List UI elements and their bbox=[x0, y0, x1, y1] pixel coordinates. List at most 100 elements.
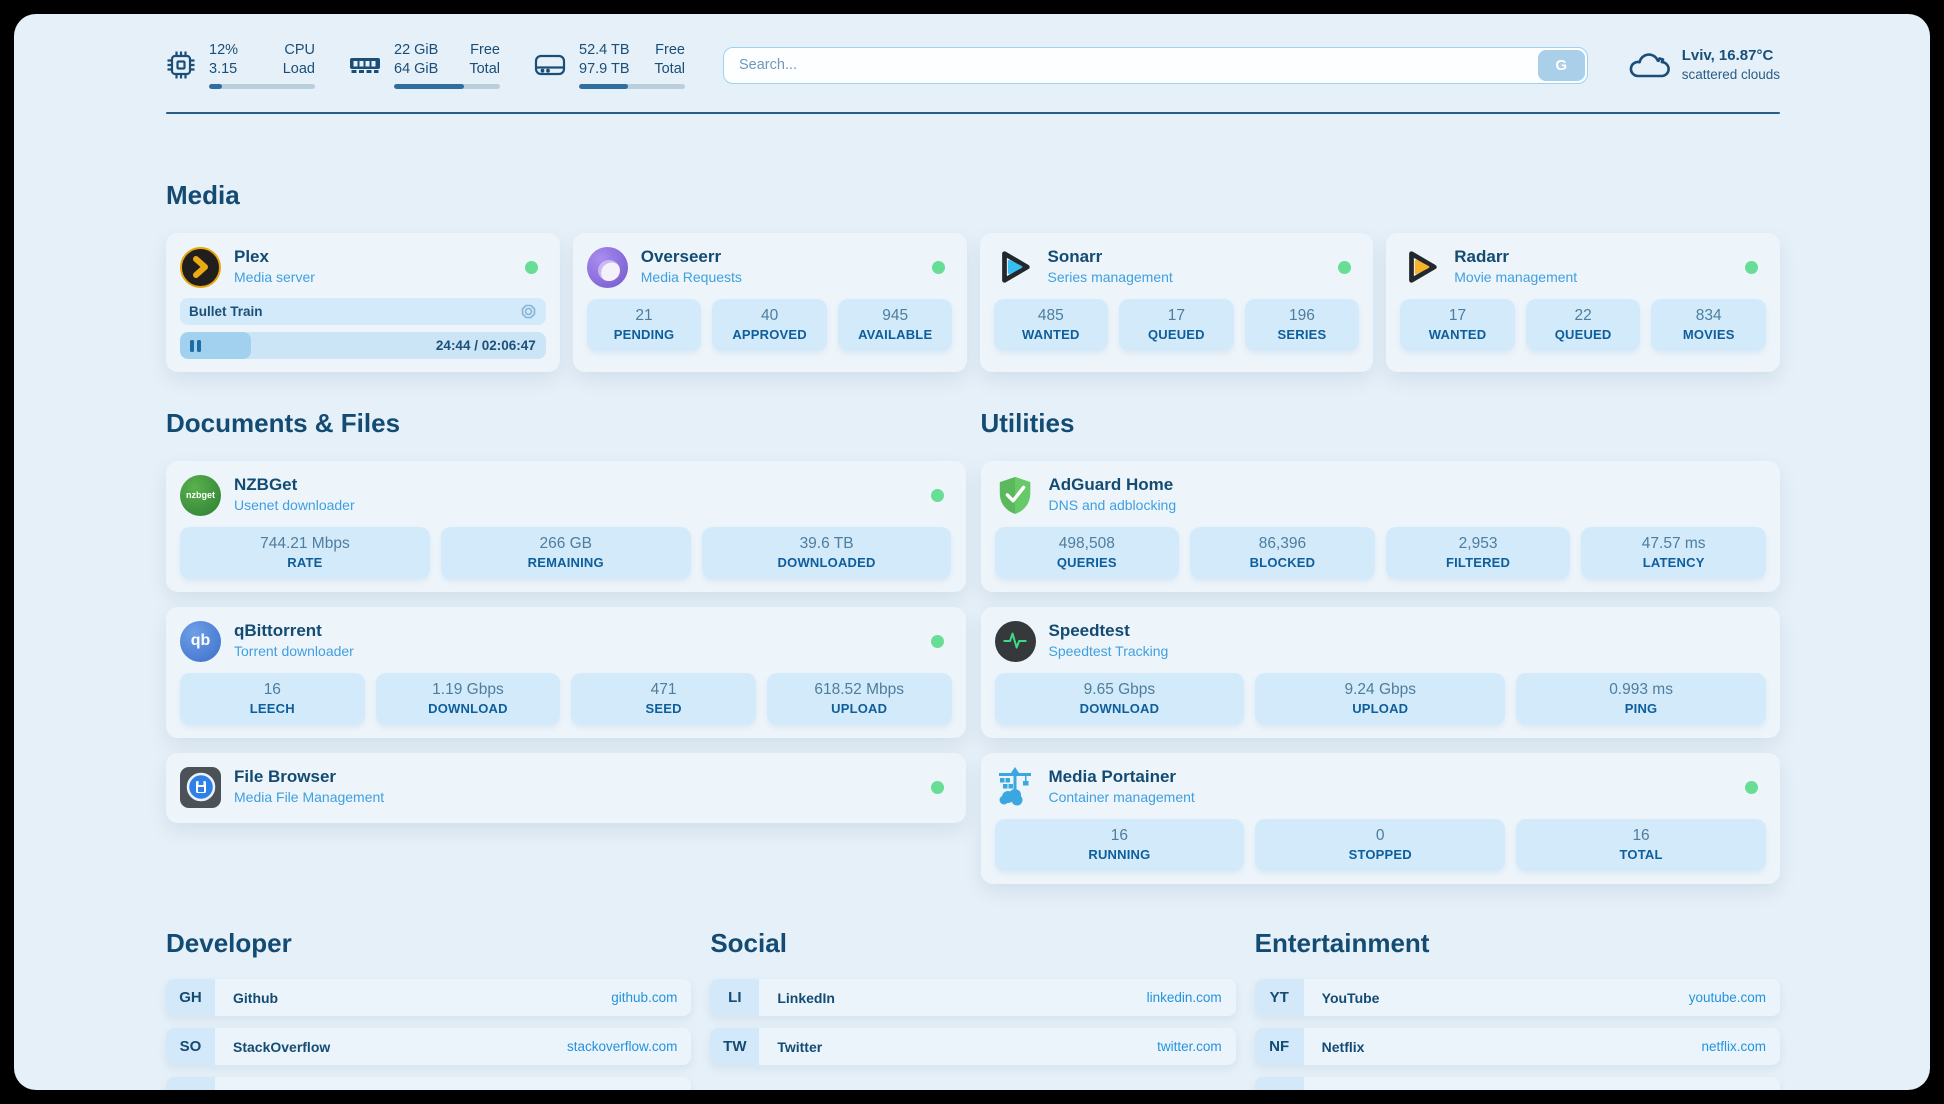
netflix-abbr-icon: NF bbox=[1254, 1028, 1304, 1065]
ram-free-label: Free bbox=[470, 42, 500, 58]
stat-upload: 9.24 Gbps UPLOAD bbox=[1255, 673, 1506, 725]
ram-meter bbox=[394, 84, 500, 89]
stat-downloaded: 39.6 TB DOWNLOADED bbox=[701, 527, 952, 579]
service-title: Sonarr bbox=[1047, 247, 1103, 266]
service-card-portainer[interactable]: Media Portainer Container management 16 R… bbox=[980, 753, 1780, 884]
reddit-abbr-icon: RE bbox=[1254, 1077, 1304, 1090]
service-subtitle: Series management bbox=[1047, 269, 1173, 285]
cpu-load: 3.15 bbox=[209, 61, 238, 77]
link-row-github[interactable]: GH Github github.com bbox=[166, 979, 692, 1016]
cpu-stat: 12% CPU 3.15 Load bbox=[166, 41, 315, 89]
cpu-percent: 12% bbox=[209, 42, 239, 58]
service-card-radarr[interactable]: Radarr Movie management 17 WANTED 22 QUEUE… bbox=[1386, 233, 1780, 372]
service-title: AdGuard Home bbox=[1048, 475, 1174, 494]
service-title: qBittorrent bbox=[234, 621, 322, 640]
service-subtitle: Media server bbox=[234, 269, 315, 285]
stackoverflow-abbr-icon: SO bbox=[166, 1028, 215, 1065]
ram-stat: 22 GiB Free 64 GiB Total bbox=[349, 41, 500, 89]
link-row-stackoverflow[interactable]: SO StackOverflow stackoverflow.com bbox=[166, 1028, 692, 1065]
nzbget-icon: nzbget bbox=[180, 474, 221, 516]
stat-upload: 618.52 Mbps UPLOAD bbox=[766, 673, 952, 725]
service-title: Media Portainer bbox=[1048, 767, 1177, 786]
cpu-icon bbox=[166, 50, 196, 80]
search-provider-button[interactable]: G bbox=[1537, 49, 1585, 81]
section-title-media: Media bbox=[166, 180, 240, 210]
stat-queries: 498,508 QUERIES bbox=[994, 527, 1180, 579]
plex-icon bbox=[180, 246, 221, 288]
disk-total: 97.9 TB bbox=[579, 61, 630, 77]
service-card-plex[interactable]: Plex Media server Bullet Train bbox=[166, 233, 560, 372]
stat-series: 196 SERIES bbox=[1244, 299, 1360, 351]
stat-blocked: 86,396 BLOCKED bbox=[1190, 527, 1375, 579]
service-subtitle: Media File Management bbox=[234, 789, 385, 805]
service-card-adguard[interactable]: AdGuard Home DNS and adblocking 498,508 Q… bbox=[980, 461, 1780, 592]
link-row-netflix[interactable]: NF Netflix netflix.com bbox=[1254, 1028, 1780, 1065]
section-title-documents: Documents & Files bbox=[166, 408, 401, 438]
section-title-entertainment: Entertainment bbox=[1254, 928, 1430, 958]
utilities-column: AdGuard Home DNS and adblocking 498,508 Q… bbox=[980, 461, 1780, 884]
status-dot bbox=[1745, 780, 1758, 794]
link-row-dev[interactable]: DT DEV dev.to bbox=[166, 1077, 692, 1090]
service-title: File Browser bbox=[234, 767, 337, 786]
stat-movies: 834 MOVIES bbox=[1651, 299, 1766, 351]
stat-rate: 744.21 Mbps RATE bbox=[180, 527, 430, 579]
link-row-twitter[interactable]: TW Twitter twitter.com bbox=[710, 1028, 1236, 1065]
stat-available: 945 AVAILABLE bbox=[837, 299, 953, 351]
status-dot bbox=[931, 260, 945, 274]
search-input[interactable] bbox=[723, 46, 1588, 84]
service-subtitle: Usenet downloader bbox=[234, 497, 355, 513]
status-dot bbox=[1338, 260, 1352, 274]
stat-latency: 47.57 ms LATENCY bbox=[1581, 527, 1766, 579]
service-card-nzbget[interactable]: nzbget NZBGet Usenet downloader 744.21 M… bbox=[166, 461, 966, 592]
disk-free-label: Free bbox=[655, 42, 685, 58]
links-group-entertainment: Entertainment YT YouTube youtube.com NF … bbox=[1254, 928, 1780, 1090]
service-card-filebrowser[interactable]: File Browser Media File Management bbox=[166, 753, 966, 823]
service-subtitle: Media Requests bbox=[640, 269, 742, 285]
link-row-linkedin[interactable]: LI LinkedIn linkedin.com bbox=[710, 979, 1236, 1016]
links-group-developer: Developer GH Github github.com SO StackO… bbox=[166, 928, 692, 1090]
disk-stat: 52.4 TB Free 97.9 TB Total bbox=[534, 41, 685, 89]
service-card-overseerr[interactable]: Overseerr Media Requests 21 PENDING 40 APP… bbox=[572, 233, 967, 372]
disk-meter bbox=[579, 84, 685, 89]
service-card-qbittorrent[interactable]: qb qBittorrent Torrent downloader 16 LEEC… bbox=[166, 607, 966, 738]
documents-column: nzbget NZBGet Usenet downloader 744.21 M… bbox=[166, 461, 966, 823]
stat-running: 16 RUNNING bbox=[994, 819, 1245, 871]
stat-seed: 471 SEED bbox=[571, 673, 756, 725]
search-bar: G bbox=[723, 46, 1588, 84]
stat-approved: 40 APPROVED bbox=[712, 299, 827, 351]
dashboard-page: 12% CPU 3.15 Load 22 GiB Free 64 GiB T bbox=[14, 14, 1930, 1090]
stat-remaining: 266 GB REMAINING bbox=[440, 527, 691, 579]
pause-icon bbox=[190, 339, 194, 352]
section-title-utilities: Utilities bbox=[980, 408, 1075, 438]
stat-stopped: 0 STOPPED bbox=[1255, 819, 1506, 871]
radarr-icon bbox=[1400, 247, 1441, 288]
portainer-icon bbox=[995, 767, 1036, 808]
status-dot bbox=[930, 488, 944, 502]
now-playing-session-icon bbox=[520, 303, 537, 320]
stat-ping: 0.993 ms PING bbox=[1516, 673, 1766, 725]
stat-total: 16 TOTAL bbox=[1516, 819, 1766, 871]
now-playing-title: Bullet Train bbox=[189, 304, 263, 319]
weather-widget: Lviv, 16.87°C scattered clouds bbox=[1628, 46, 1780, 84]
ram-total-label: Total bbox=[469, 61, 500, 77]
weather-condition: scattered clouds bbox=[1681, 67, 1780, 82]
link-row-reddit[interactable]: RE Reddit reddit.com bbox=[1254, 1077, 1780, 1090]
sonarr-icon bbox=[994, 247, 1035, 288]
link-row-youtube[interactable]: YT YouTube youtube.com bbox=[1254, 979, 1780, 1016]
status-dot bbox=[1745, 260, 1758, 274]
weather-location: Lviv, 16.87°C bbox=[1681, 47, 1774, 64]
stat-pending: 21 PENDING bbox=[586, 299, 702, 351]
linkedin-abbr-icon: LI bbox=[710, 979, 760, 1016]
section-title-developer: Developer bbox=[166, 928, 292, 958]
stat-queued: 17 QUEUED bbox=[1119, 299, 1234, 351]
service-card-speedtest[interactable]: Speedtest Speedtest Tracking 9.65 Gbps DO… bbox=[980, 607, 1780, 738]
service-subtitle: Speedtest Tracking bbox=[1048, 643, 1169, 659]
filebrowser-icon bbox=[180, 766, 221, 808]
service-card-sonarr[interactable]: Sonarr Series management 485 WANTED 17 QUE… bbox=[979, 233, 1374, 372]
header-divider bbox=[166, 112, 1780, 114]
qbittorrent-icon: qb bbox=[180, 620, 221, 662]
stat-wanted: 485 WANTED bbox=[993, 299, 1109, 351]
overseerr-icon bbox=[586, 246, 628, 288]
section-title-social: Social bbox=[710, 928, 787, 958]
